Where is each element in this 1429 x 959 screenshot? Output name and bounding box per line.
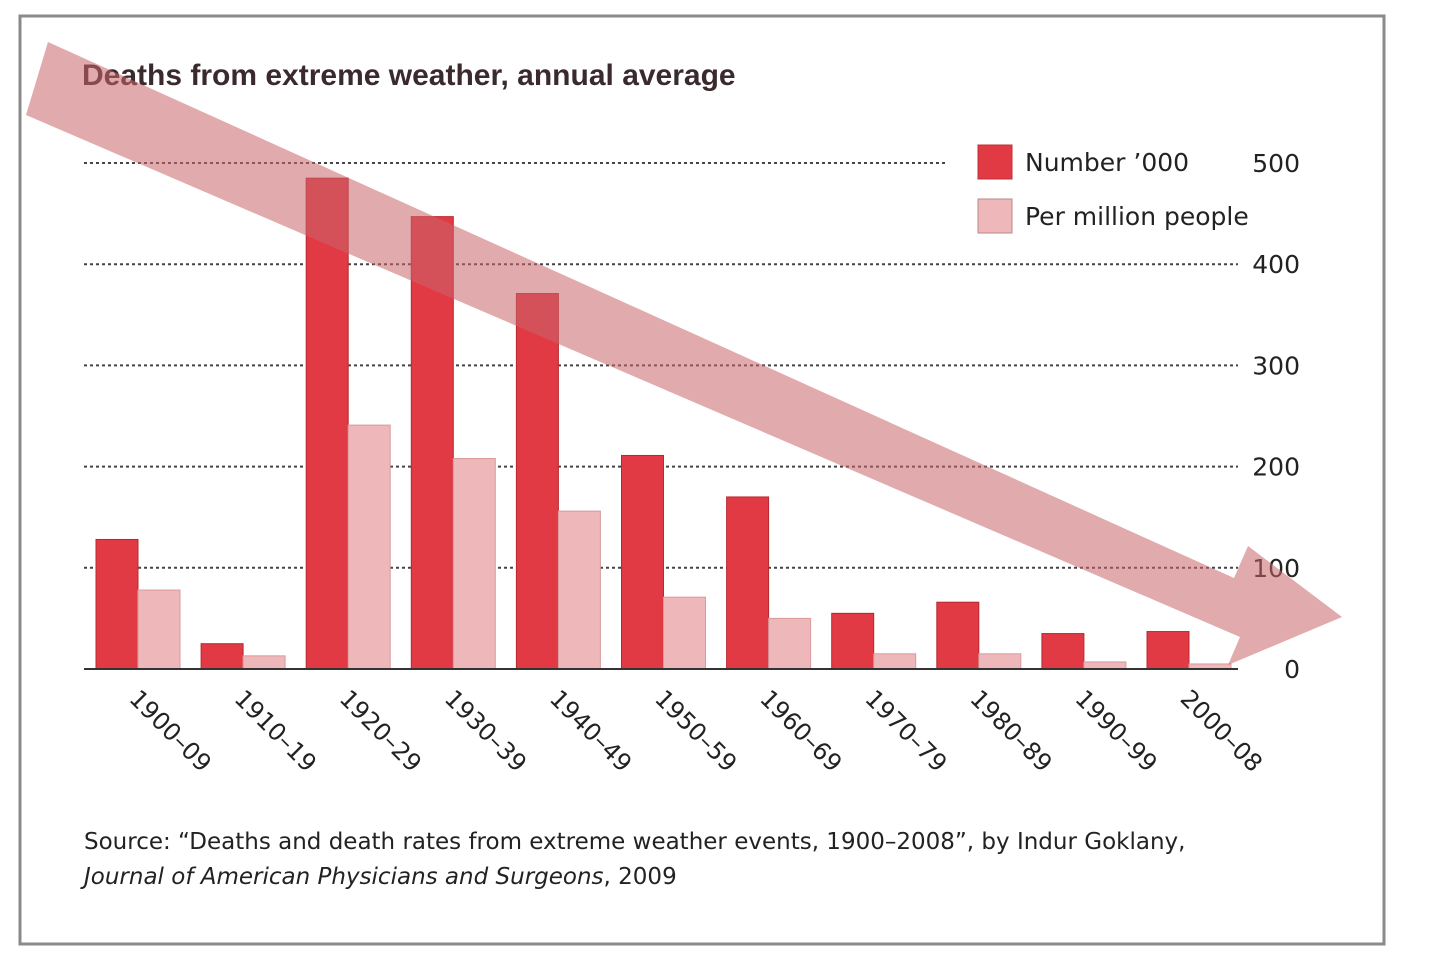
bar-per-million-9 <box>1083 661 1127 670</box>
source-year: , 2009 <box>604 864 677 890</box>
bar-number-7 <box>831 612 875 670</box>
legend: Number ’000 Per million people <box>977 144 1249 234</box>
legend-swatch-number <box>977 144 1013 180</box>
y-tick-label-500: 500 <box>1252 149 1300 178</box>
bar-per-million-1 <box>242 655 286 670</box>
legend-label-number: Number ’000 <box>1025 148 1189 177</box>
bar-number-6 <box>726 496 770 670</box>
y-tick-label-0: 0 <box>1284 655 1300 684</box>
bar-number-2 <box>305 177 349 670</box>
bar-per-million-7 <box>873 653 917 670</box>
bar-number-4 <box>515 293 559 670</box>
y-tick-label-300: 300 <box>1252 351 1300 380</box>
bars <box>95 177 1232 670</box>
y-tick-label-200: 200 <box>1252 453 1300 482</box>
bar-per-million-5 <box>663 596 706 670</box>
y-tick-label-400: 400 <box>1252 250 1300 279</box>
trend-arrow-shape <box>26 42 1342 665</box>
chart-title: Deaths from extreme weather, annual aver… <box>82 59 736 92</box>
bar-number-9 <box>1041 633 1085 670</box>
bar-number-8 <box>936 601 980 670</box>
legend-swatch-per-million <box>977 198 1013 234</box>
y-axis-ticks: 0100200300400500 <box>1252 149 1300 684</box>
source-line-1: Source: “Deaths and death rates from ext… <box>84 829 1185 855</box>
bar-number-5 <box>621 454 664 670</box>
bar-per-million-0 <box>137 589 181 670</box>
bar-per-million-4 <box>557 510 601 670</box>
legend-label-per-million: Per million people <box>1025 202 1249 231</box>
bar-per-million-2 <box>347 424 391 670</box>
source-journal: Journal of American Physicians and Surge… <box>80 864 604 890</box>
source-line-2: Journal of American Physicians and Surge… <box>80 864 677 890</box>
bar-per-million-6 <box>768 617 812 670</box>
bar-per-million-3 <box>452 458 496 670</box>
bar-number-10 <box>1146 631 1190 670</box>
trend-arrow <box>26 42 1342 665</box>
bar-per-million-8 <box>978 653 1022 670</box>
bar-number-0 <box>95 538 139 670</box>
bar-number-1 <box>200 643 244 670</box>
